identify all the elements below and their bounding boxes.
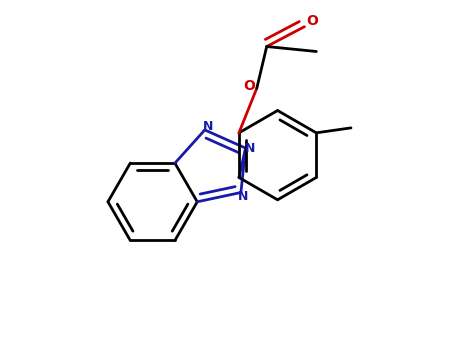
- Text: N: N: [245, 142, 256, 155]
- Text: O: O: [306, 14, 318, 28]
- Text: N: N: [238, 190, 248, 203]
- Text: O: O: [243, 79, 255, 93]
- Text: N: N: [202, 120, 213, 133]
